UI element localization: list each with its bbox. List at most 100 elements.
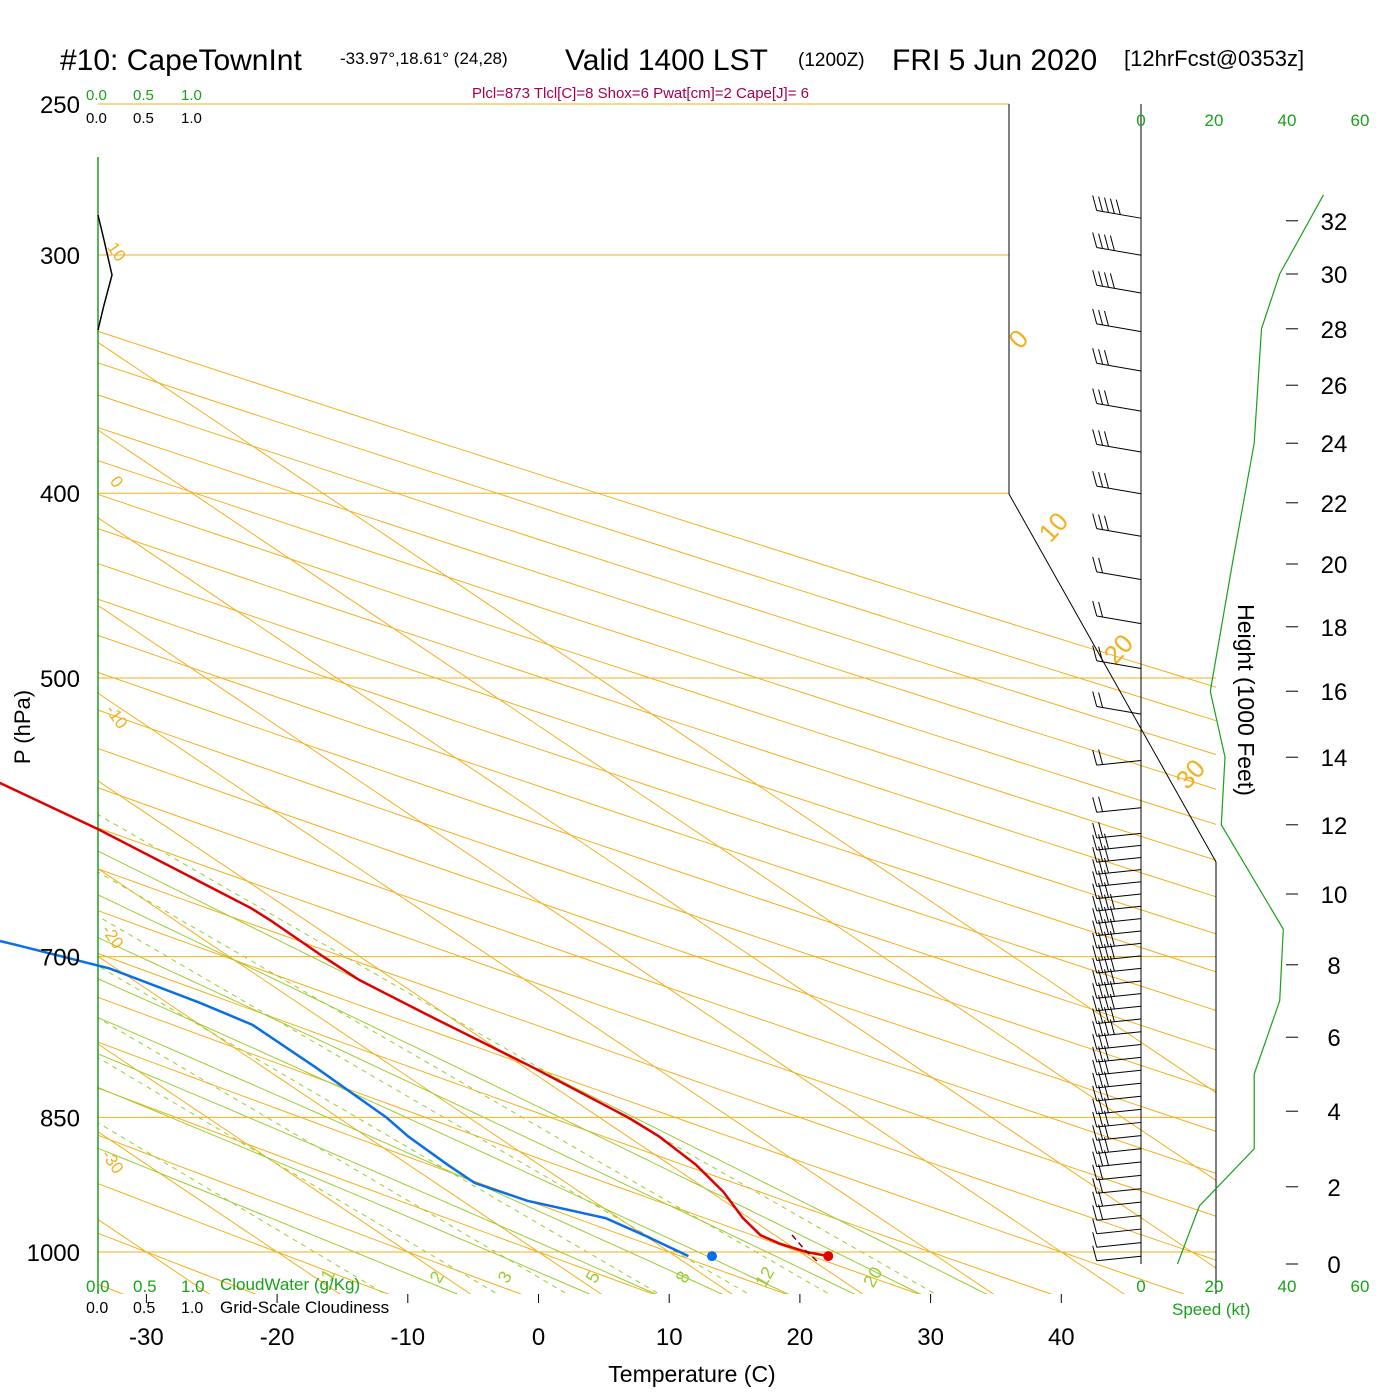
wind-barb xyxy=(1096,1031,1142,1037)
isotherm-line xyxy=(98,604,1125,1294)
mixing-ratio-label: 20 xyxy=(859,1263,886,1290)
dry-adiabat-line xyxy=(98,709,1216,1091)
wind-barb-flag xyxy=(1098,349,1104,365)
x-tick-label: 0 xyxy=(532,1324,545,1351)
cw-bottom-tick: 0.5 xyxy=(133,1277,157,1296)
wind-barb xyxy=(1096,1135,1142,1141)
moist-adiabat-line xyxy=(98,978,790,1294)
mixing-ratio-line xyxy=(98,814,937,1294)
isobars xyxy=(98,103,1216,1253)
wind-barb xyxy=(1096,443,1142,453)
wind-barb xyxy=(1096,706,1142,715)
wind-barb-flag xyxy=(1092,1232,1098,1248)
wind-barb-flag xyxy=(1098,196,1104,212)
dry-adiabat-label: -20 xyxy=(98,921,128,952)
mixing-ratio-label: 12 xyxy=(751,1263,778,1290)
wind-barb-flag xyxy=(1092,1111,1098,1128)
dry-adiabat-line xyxy=(0,70,25,1308)
isotherm-line xyxy=(98,429,1216,1181)
p-tick-label: 700 xyxy=(40,945,80,972)
isotherm-label: 30 xyxy=(1169,753,1211,795)
x-axis-title: Temperature (C) xyxy=(608,1361,775,1387)
wind-barb xyxy=(1096,980,1142,986)
dry-adiabat-label: 0 xyxy=(106,473,127,492)
wind-barb xyxy=(1096,856,1142,863)
wind-barb xyxy=(1096,485,1142,495)
moist-adiabat-line xyxy=(98,894,922,1294)
wind-barb xyxy=(1096,1018,1142,1024)
wind-barb-flag xyxy=(1109,918,1115,934)
wind-barb-flag xyxy=(1104,515,1109,531)
wind-barb-flag xyxy=(1098,1204,1104,1220)
dry-adiabat-line xyxy=(98,671,1216,1051)
wind-barb-flag xyxy=(1092,1021,1098,1037)
wind-barb xyxy=(1096,967,1142,974)
wind-barb-flag xyxy=(1104,857,1109,874)
dry-adiabat-line xyxy=(98,1183,390,1294)
wind-barb-flag xyxy=(1104,431,1109,447)
x-tick-label: 30 xyxy=(917,1324,944,1351)
wind-barb xyxy=(1096,528,1142,537)
wind-barb-flag xyxy=(1109,273,1115,289)
moist-adiabat-line xyxy=(98,1147,459,1294)
height-tick-label: 18 xyxy=(1321,615,1348,642)
wind-barb-flag xyxy=(1104,310,1109,327)
height-tick-label: 14 xyxy=(1321,745,1348,772)
axis-tick-labels: -30 -20 -10 0 10 20 30 402503004005007008501000… xyxy=(27,92,1370,1351)
p-tick-label: 300 xyxy=(40,243,80,270)
cl-bottom-tick: 0.5 xyxy=(133,1300,155,1317)
speed-top-tick: 40 xyxy=(1278,111,1297,130)
wind-barb-flag xyxy=(1098,601,1104,618)
wind-barb-flag xyxy=(1098,514,1104,530)
height-tick-label: 26 xyxy=(1321,373,1348,400)
moist-adiabat-line xyxy=(98,937,856,1294)
title-date: FRI 5 Jun 2020 xyxy=(892,44,1097,77)
wind-barb xyxy=(1096,210,1142,219)
wind-barb-flag xyxy=(1098,646,1104,662)
y-axis-title: P (hPa) xyxy=(10,690,35,764)
cl-top-tick: 0.5 xyxy=(133,110,154,127)
wind-barb-flag xyxy=(1092,308,1098,325)
cloudwater-top-ticks: 0.0 0.5 1.0 0.0 0.5 1.0 xyxy=(86,87,202,127)
x-tick-label: 20 xyxy=(787,1324,814,1351)
right-boundary-slant xyxy=(1008,493,1217,1294)
wind-barb-flag xyxy=(1104,350,1109,366)
wind-barb-flag xyxy=(1092,1138,1098,1154)
wind-barb-flag xyxy=(1098,834,1104,850)
dry-adiabats xyxy=(0,70,1216,1308)
wind-barb-flag xyxy=(1109,893,1115,910)
wind-barb-flag xyxy=(1098,471,1104,488)
cw-bottom-tick: 1.0 xyxy=(181,1277,205,1296)
wind-barb xyxy=(1096,1005,1142,1012)
x-tick-label: -20 xyxy=(260,1324,295,1351)
dry-adiabat-line xyxy=(98,868,1216,1261)
height-tick-label: 32 xyxy=(1321,209,1348,236)
cl-bottom-tick: 0.0 xyxy=(86,1300,108,1317)
mixing-ratio-line xyxy=(98,1057,499,1294)
wind-barb-flag xyxy=(1092,895,1098,912)
wind-barb-flag xyxy=(1092,1218,1098,1234)
wind-barb xyxy=(1096,1228,1142,1235)
speed-top-tick: 60 xyxy=(1351,111,1370,130)
height-tick-label: 16 xyxy=(1321,679,1348,706)
wind-barb-flag xyxy=(1092,232,1098,248)
wind-barb-flag xyxy=(1092,908,1098,924)
cw-top-tick: 0.5 xyxy=(133,87,154,104)
wind-barb-flag xyxy=(1092,1098,1098,1115)
height-tick-label: 6 xyxy=(1327,1025,1340,1052)
wind-barb xyxy=(1096,881,1142,887)
speed-bottom-tick: 0 xyxy=(1136,1277,1145,1296)
mixing-ratio-lines xyxy=(98,814,937,1294)
moist-adiabat-line xyxy=(98,1017,724,1294)
wind-barb-flag xyxy=(1092,1033,1098,1050)
dry-adiabat-label: -10 xyxy=(102,701,132,732)
wind-barb-flag xyxy=(1092,859,1098,875)
wind-barb-flag xyxy=(1098,870,1104,886)
wind-barb xyxy=(1096,1215,1142,1221)
dry-adiabat-line xyxy=(98,787,1216,1174)
wind-barb xyxy=(1096,1201,1142,1208)
wind-barb-flag xyxy=(1092,871,1098,887)
wind-barb-flag xyxy=(1092,1178,1098,1194)
wind-barb-flag xyxy=(1092,1085,1098,1102)
wind-barb xyxy=(1096,1095,1142,1102)
